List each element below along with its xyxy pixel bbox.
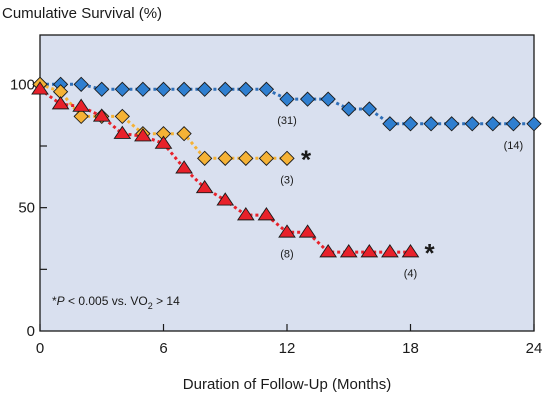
note-p: P — [57, 294, 65, 308]
series-layer — [31, 76, 542, 258]
data-point — [279, 150, 295, 166]
at-risk-label: (14) — [504, 140, 524, 152]
data-point — [72, 98, 91, 112]
data-point — [257, 207, 276, 221]
x-tick-label: 0 — [36, 340, 44, 357]
note-prefix: * — [52, 294, 57, 308]
data-point — [381, 244, 399, 258]
data-point — [238, 150, 254, 166]
y-tick-label: 100 — [10, 76, 35, 93]
data-point — [279, 91, 295, 107]
significance-star: * — [301, 144, 312, 174]
data-point — [114, 108, 130, 125]
data-point — [217, 81, 233, 97]
data-point — [176, 126, 192, 142]
data-point — [92, 108, 111, 122]
data-point — [114, 81, 130, 97]
data-point — [51, 96, 70, 110]
data-point — [278, 224, 296, 238]
data-point — [155, 81, 172, 97]
y-tick-label: 0 — [27, 323, 35, 340]
data-point — [238, 81, 254, 97]
data-point — [217, 150, 233, 166]
note-suffix: > 14 — [153, 294, 180, 308]
x-tick-label: 12 — [279, 340, 296, 357]
x-tick-label: 18 — [402, 340, 419, 357]
x-axis: 0 6 12 18 24 — [36, 324, 543, 357]
data-point — [236, 207, 255, 221]
data-point — [94, 81, 110, 97]
data-point — [113, 125, 132, 139]
note-mid: < 0.005 vs. VO — [65, 294, 148, 308]
y-tick-label: 50 — [18, 200, 35, 217]
x-tick-label: 6 — [159, 340, 167, 357]
data-point — [195, 179, 214, 194]
data-point — [526, 116, 542, 132]
data-point — [401, 244, 420, 258]
significance-star: * — [425, 238, 436, 268]
data-point — [444, 116, 460, 132]
data-point — [176, 81, 192, 97]
data-point — [135, 81, 151, 97]
data-point — [320, 91, 336, 107]
at-risk-label: (4) — [404, 268, 417, 280]
at-risk-label: (8) — [280, 248, 293, 260]
data-point — [175, 160, 193, 174]
x-axis-label: Duration of Follow-Up (Months) — [183, 376, 391, 393]
data-point — [299, 91, 316, 107]
data-point — [197, 150, 213, 166]
data-point — [134, 128, 152, 142]
data-point — [197, 81, 213, 97]
chart-title: Cumulative Survival (%) — [2, 5, 162, 22]
data-point — [298, 224, 317, 238]
data-point — [73, 108, 89, 125]
note-sub: 2 — [148, 301, 153, 311]
data-point — [216, 192, 235, 206]
data-point — [402, 116, 419, 132]
data-point — [382, 116, 398, 132]
significance-note: *P < 0.005 vs. VO2 > 14 — [52, 294, 180, 311]
data-point — [154, 135, 173, 149]
annotation-layer: (31) (14) (3) (8) (4) * * — [277, 115, 523, 280]
data-point — [505, 116, 522, 132]
data-point — [319, 244, 338, 258]
data-point — [258, 150, 275, 166]
y-axis: 0 50 100 — [10, 76, 47, 340]
at-risk-label: (3) — [280, 174, 293, 186]
x-tick-label: 24 — [526, 340, 543, 357]
data-point — [423, 116, 439, 132]
data-point — [341, 101, 357, 117]
data-point — [464, 116, 480, 132]
data-point — [31, 81, 49, 95]
data-point — [361, 101, 377, 117]
data-point — [485, 116, 501, 132]
data-point — [258, 81, 275, 97]
data-point — [339, 244, 358, 258]
series-3 — [31, 81, 420, 258]
data-point — [73, 76, 89, 92]
data-point — [360, 244, 379, 258]
at-risk-label: (31) — [277, 115, 297, 127]
